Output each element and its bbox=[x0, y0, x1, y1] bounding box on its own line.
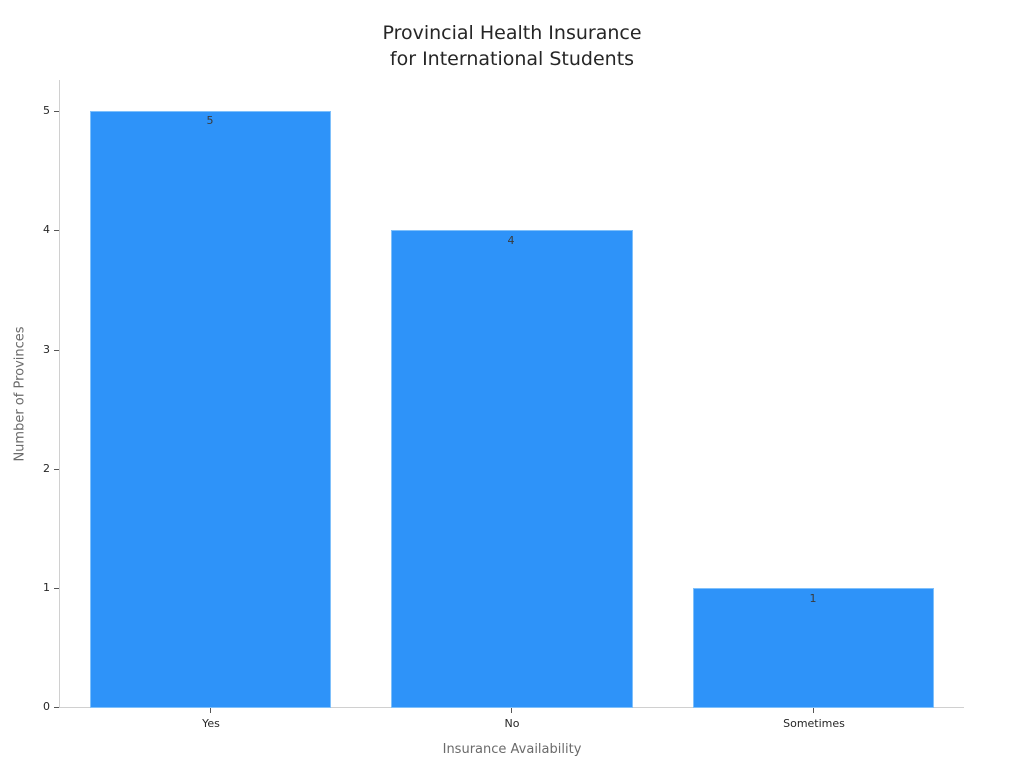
x-tick-yes bbox=[210, 708, 211, 713]
y-tick-1 bbox=[54, 588, 59, 589]
y-tick-label-0: 0 bbox=[43, 700, 50, 713]
y-tick-label-5: 5 bbox=[43, 104, 50, 117]
x-tick-no bbox=[511, 708, 512, 713]
x-tick-sometimes bbox=[813, 708, 814, 713]
x-axis-title: Insurance Availability bbox=[442, 742, 582, 757]
y-tick-label-3: 3 bbox=[43, 343, 50, 356]
y-tick-2 bbox=[54, 469, 59, 470]
chart-title-line-1: Provincial Health Insurance bbox=[382, 22, 642, 44]
x-tick-label-yes: Yes bbox=[202, 717, 220, 730]
bar-label-sometimes: 1 bbox=[809, 592, 817, 605]
bar-no bbox=[391, 230, 633, 708]
chart-title: Provincial Health Insurance for Internat… bbox=[0, 20, 1024, 72]
chart-title-line-2: for International Students bbox=[389, 48, 635, 70]
bar-sometimes bbox=[693, 588, 934, 708]
y-tick-3 bbox=[54, 350, 59, 351]
bar-label-yes: 5 bbox=[206, 114, 214, 127]
bar-yes bbox=[90, 111, 331, 708]
y-tick-label-4: 4 bbox=[43, 223, 50, 236]
x-tick-label-no: No bbox=[504, 717, 520, 730]
y-axis-line bbox=[59, 80, 60, 708]
y-tick-label-2: 2 bbox=[43, 462, 50, 475]
y-tick-5 bbox=[54, 111, 59, 112]
y-tick-label-1: 1 bbox=[43, 581, 50, 594]
bar-label-no: 4 bbox=[507, 234, 515, 247]
y-tick-4 bbox=[54, 230, 59, 231]
y-tick-0 bbox=[54, 707, 59, 708]
x-tick-label-sometimes: Sometimes bbox=[783, 717, 845, 730]
